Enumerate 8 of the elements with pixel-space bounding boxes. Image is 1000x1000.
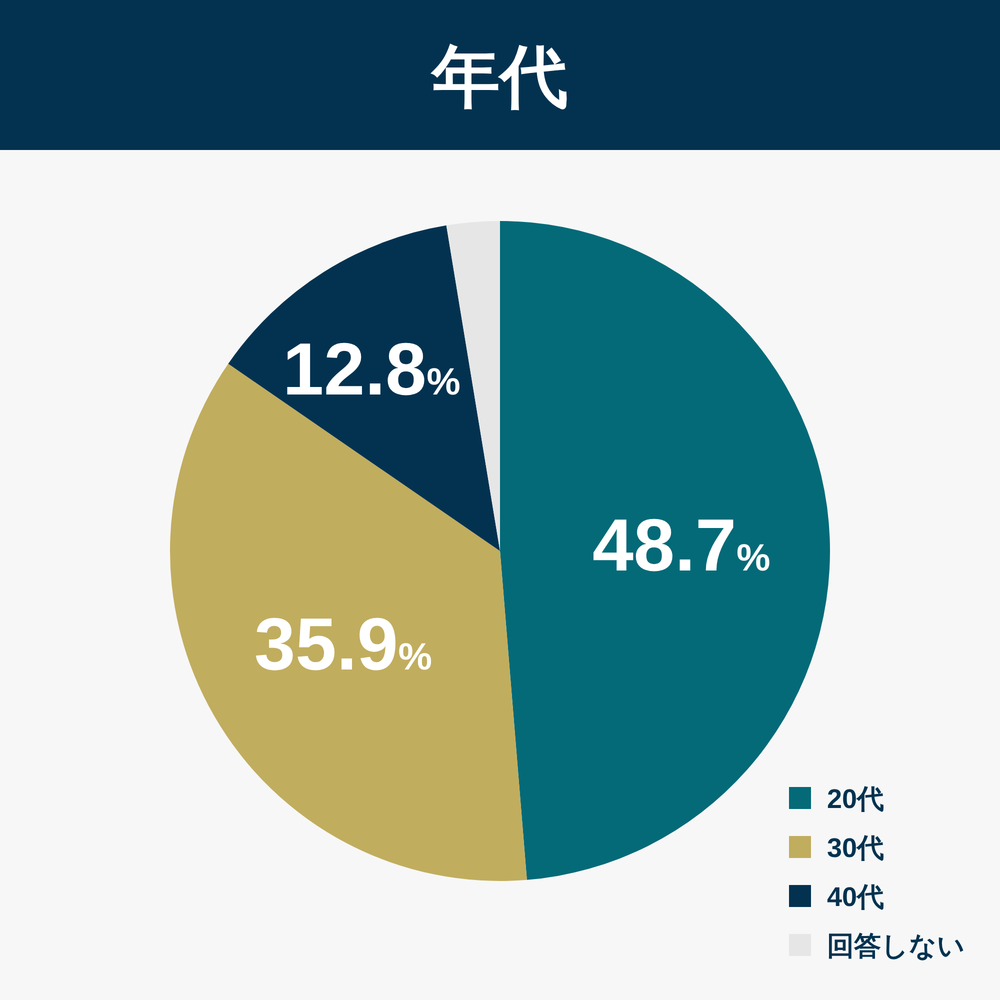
legend-label: 30代	[827, 833, 884, 863]
legend-label: 20代	[827, 784, 884, 814]
value-label: 12.8%	[282, 327, 460, 410]
title: 年代	[432, 39, 568, 115]
legend-label: 回答しない	[827, 931, 965, 961]
legend-label: 40代	[827, 882, 884, 912]
value-label: 48.7%	[592, 503, 770, 586]
value-label: 35.9%	[254, 602, 432, 686]
